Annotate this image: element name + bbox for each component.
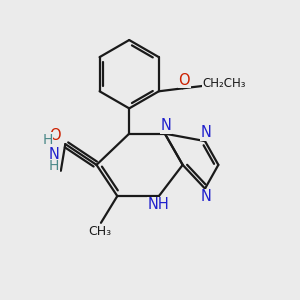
Text: H: H bbox=[42, 133, 52, 147]
Text: N: N bbox=[200, 125, 211, 140]
Text: H: H bbox=[49, 159, 59, 173]
Text: N: N bbox=[49, 147, 60, 162]
Text: O: O bbox=[178, 73, 190, 88]
Text: NH: NH bbox=[148, 197, 170, 212]
Text: CH₃: CH₃ bbox=[88, 225, 111, 238]
Text: O: O bbox=[49, 128, 61, 143]
Text: N: N bbox=[201, 190, 212, 205]
Text: CH₂CH₃: CH₂CH₃ bbox=[202, 77, 246, 90]
Text: N: N bbox=[160, 118, 171, 133]
